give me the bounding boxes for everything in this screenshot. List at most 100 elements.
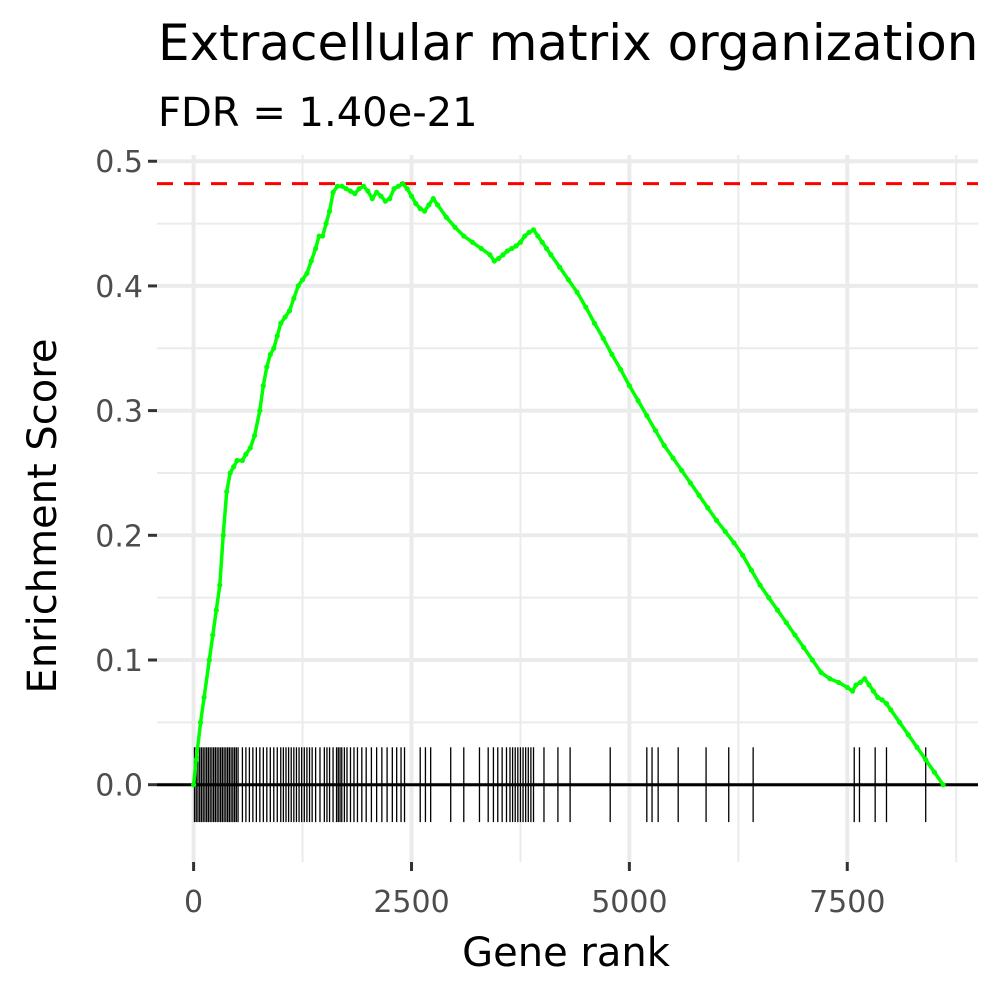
- enrichment-point: [286, 308, 293, 314]
- enrichment-point: [500, 252, 506, 258]
- enrichment-point: [853, 682, 859, 688]
- enrichment-point: [323, 220, 329, 227]
- enrichment-point: [413, 201, 419, 207]
- enrichment-point: [295, 283, 301, 289]
- enrichment-point: [731, 540, 737, 546]
- enrichment-point: [557, 264, 563, 270]
- enrichment-point: [274, 333, 280, 339]
- enrichment-point: [426, 202, 432, 208]
- enrichment-point: [565, 277, 571, 283]
- chart-subtitle: FDR = 1.40e-21: [158, 90, 478, 136]
- enrichment-point: [227, 470, 233, 476]
- enrichment-point: [783, 619, 789, 626]
- x-tick-label: 7500: [809, 885, 885, 920]
- enrichment-point: [870, 688, 877, 694]
- enrichment-point: [923, 757, 929, 763]
- y-tick-label: 0.4: [95, 270, 143, 305]
- enrichment-point: [818, 669, 824, 676]
- enrichment-point: [243, 451, 249, 457]
- enrichment-point: [308, 258, 314, 264]
- enrichment-point: [526, 229, 532, 235]
- enrichment-point: [334, 183, 341, 189]
- enrichment-point: [866, 682, 872, 688]
- enrichment-point: [618, 366, 624, 373]
- enrichment-point: [757, 582, 763, 588]
- enrichment-point: [224, 489, 230, 495]
- enrichment-point: [260, 383, 266, 389]
- enrichment-point: [875, 694, 881, 701]
- enrichment-point: [905, 732, 911, 738]
- enrichment-point: [313, 245, 319, 252]
- enrichment-point: [210, 632, 216, 638]
- enrichment-point: [543, 245, 550, 252]
- enrichment-point: [883, 701, 890, 707]
- enrichment-point: [430, 196, 436, 202]
- enrichment-point: [600, 335, 606, 341]
- enrichment-point: [530, 227, 537, 233]
- enrichment-point: [792, 632, 798, 638]
- enrichment-point: [591, 320, 598, 326]
- enrichment-point: [844, 684, 850, 691]
- enrichment-point: [740, 552, 746, 558]
- enrichment-point: [404, 186, 410, 192]
- enrichment-point: [491, 258, 497, 264]
- enrichment-point: [299, 277, 306, 283]
- enrichment-point: [374, 189, 380, 196]
- enrichment-point: [548, 252, 554, 258]
- enrichment-point: [369, 196, 375, 202]
- enrichment-point: [862, 676, 868, 682]
- y-tick-label: 0.5: [95, 145, 143, 180]
- enrichment-point: [352, 191, 358, 197]
- enrichment-point: [252, 432, 258, 439]
- enrichment-point: [931, 769, 938, 775]
- enrichment-point: [748, 567, 754, 573]
- enrichment-point: [400, 181, 406, 187]
- enrichment-point: [382, 198, 388, 204]
- x-axis-title: Gene rank: [462, 930, 671, 976]
- enrichment-point: [827, 676, 833, 682]
- enrichment-point: [896, 719, 903, 725]
- enrichment-curve: [191, 181, 946, 788]
- enrichment-point: [879, 697, 885, 703]
- y-axis-title: Enrichment Score: [20, 339, 66, 694]
- enrichment-point: [652, 427, 659, 434]
- gene-hit-rug: [157, 747, 978, 823]
- enrichment-point: [264, 364, 270, 370]
- enrichment-point: [282, 314, 288, 320]
- enrichment-point: [835, 679, 842, 686]
- enrichment-point: [193, 757, 199, 763]
- enrichment-point: [940, 782, 946, 788]
- enrichment-point: [347, 188, 354, 194]
- enrichment-point: [713, 517, 720, 523]
- enrichment-point: [408, 193, 415, 199]
- enrichment-point: [234, 457, 240, 464]
- enrichment-point: [319, 233, 326, 239]
- enrichment-point: [387, 196, 393, 202]
- enrichment-point: [304, 270, 310, 277]
- enrichment-point: [343, 186, 349, 192]
- enrichment-point: [452, 224, 458, 230]
- enrichment-point: [687, 480, 693, 486]
- enrichment-point: [522, 233, 528, 239]
- enrichment-point: [517, 239, 524, 245]
- enrichment-point: [220, 532, 226, 538]
- enrichment-point: [278, 320, 284, 326]
- enrichment-point: [487, 252, 493, 258]
- enrichment-point: [271, 345, 277, 351]
- y-tick-label: 0.3: [95, 395, 143, 430]
- enrichment-point: [469, 239, 476, 245]
- y-tick-label: 0.1: [95, 644, 143, 679]
- x-tick-label: 0: [184, 885, 203, 920]
- enrichment-point: [513, 243, 519, 249]
- enrichment-point: [360, 183, 367, 189]
- enrichment-point: [766, 595, 772, 601]
- enrichment-point: [504, 248, 510, 254]
- x-tick-label: 2500: [373, 885, 449, 920]
- enrichment-point: [801, 644, 807, 651]
- grid-lines: [157, 155, 978, 862]
- y-tick-label: 0.2: [95, 519, 143, 554]
- enrichment-point: [201, 694, 207, 701]
- enrichment-point: [857, 679, 863, 686]
- enrichment-point: [809, 657, 816, 663]
